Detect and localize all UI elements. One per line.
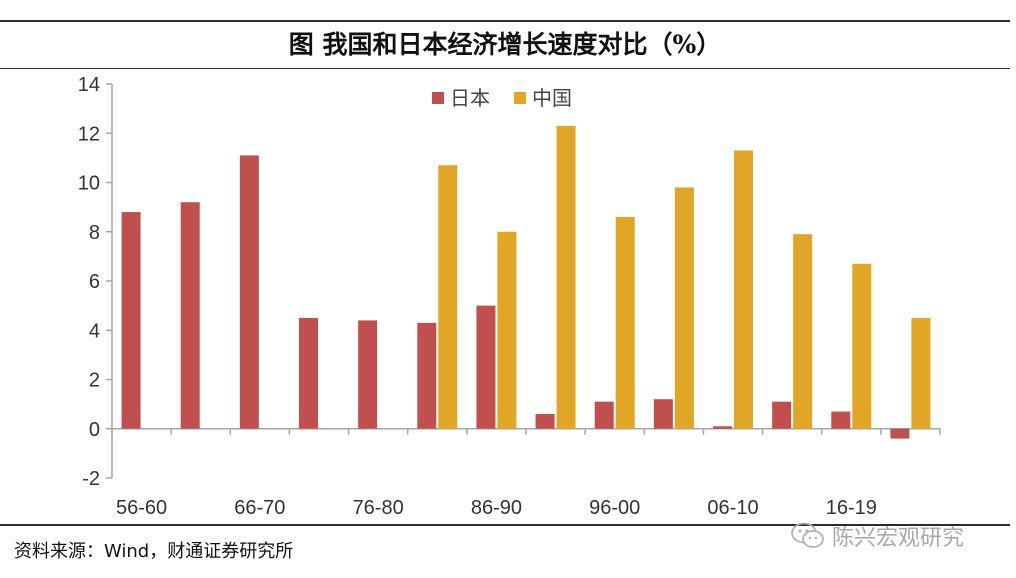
y-tick-label: 0: [89, 419, 100, 441]
bar-japan-96-00: [594, 401, 614, 429]
bar-japan-76-80: [358, 320, 378, 429]
legend-label-china: 中国: [532, 86, 572, 110]
y-tick-label: 6: [89, 271, 100, 293]
bar-japan-66-70: [239, 155, 259, 429]
bar-japan-20-22: [890, 428, 910, 439]
x-tick-label: 06-10: [707, 497, 758, 519]
title-rule: [0, 68, 1010, 69]
bar-china-16-19: [852, 263, 872, 429]
y-tick-label: 12: [78, 123, 100, 145]
bar-china-81-85: [438, 165, 458, 429]
y-tick-label: 14: [78, 74, 100, 96]
bar-japan-16-19: [831, 411, 851, 429]
bar-japan-86-90: [476, 305, 496, 429]
bar-china-86-90: [497, 231, 517, 429]
chart-title: 图 我国和日本经济增长速度对比（%）: [288, 30, 722, 59]
bar-japan-61-65: [180, 202, 200, 429]
y-tick-label: -2: [82, 468, 100, 490]
x-tick-label: 16-19: [826, 497, 877, 519]
bottom-rule: [0, 524, 1010, 526]
legend-swatch-japan: [432, 92, 444, 104]
bar-chart: -2 0 2 4 6 8 10 12 14 56-60 66-70 76-80 86-90 96-00 06…: [78, 74, 941, 519]
bar-china-20-22: [911, 317, 931, 429]
watermark-label: 陈兴宏观研究: [832, 526, 965, 551]
bar-japan-91-95: [535, 413, 555, 429]
y-tick-label: 2: [89, 370, 100, 392]
bar-china-11-15: [793, 234, 813, 429]
source-note: 资料来源：Wind，财通证券研究所: [14, 541, 294, 562]
bar-japan-71-75: [299, 317, 318, 429]
bar-japan-01-05: [653, 399, 673, 429]
bar-china-91-95: [556, 125, 576, 429]
x-tick-label: 66-70: [234, 497, 285, 519]
x-tick-label: 56-60: [116, 497, 167, 519]
bar-china-01-05: [674, 187, 694, 429]
y-tick-label: 8: [89, 222, 100, 244]
legend-swatch-china: [514, 92, 526, 104]
legend-label-japan: 日本: [450, 86, 490, 110]
bar-japan-11-15: [772, 401, 792, 429]
bar-japan-81-85: [417, 322, 437, 429]
y-tick-label: 4: [89, 320, 100, 342]
x-tick-label: 86-90: [471, 497, 522, 519]
watermark: 陈兴宏观研究: [790, 520, 964, 552]
x-tick-label: 76-80: [353, 497, 404, 519]
bar-china-06-10: [734, 150, 753, 429]
top-rule: [0, 20, 1010, 22]
x-tick-label: 96-00: [589, 497, 640, 519]
wechat-icon: [791, 522, 824, 548]
bar-japan-06-10: [713, 426, 732, 429]
y-tick-label: 10: [78, 173, 100, 195]
bar-china-96-00: [615, 216, 635, 429]
bar-japan-56-60: [121, 212, 141, 429]
